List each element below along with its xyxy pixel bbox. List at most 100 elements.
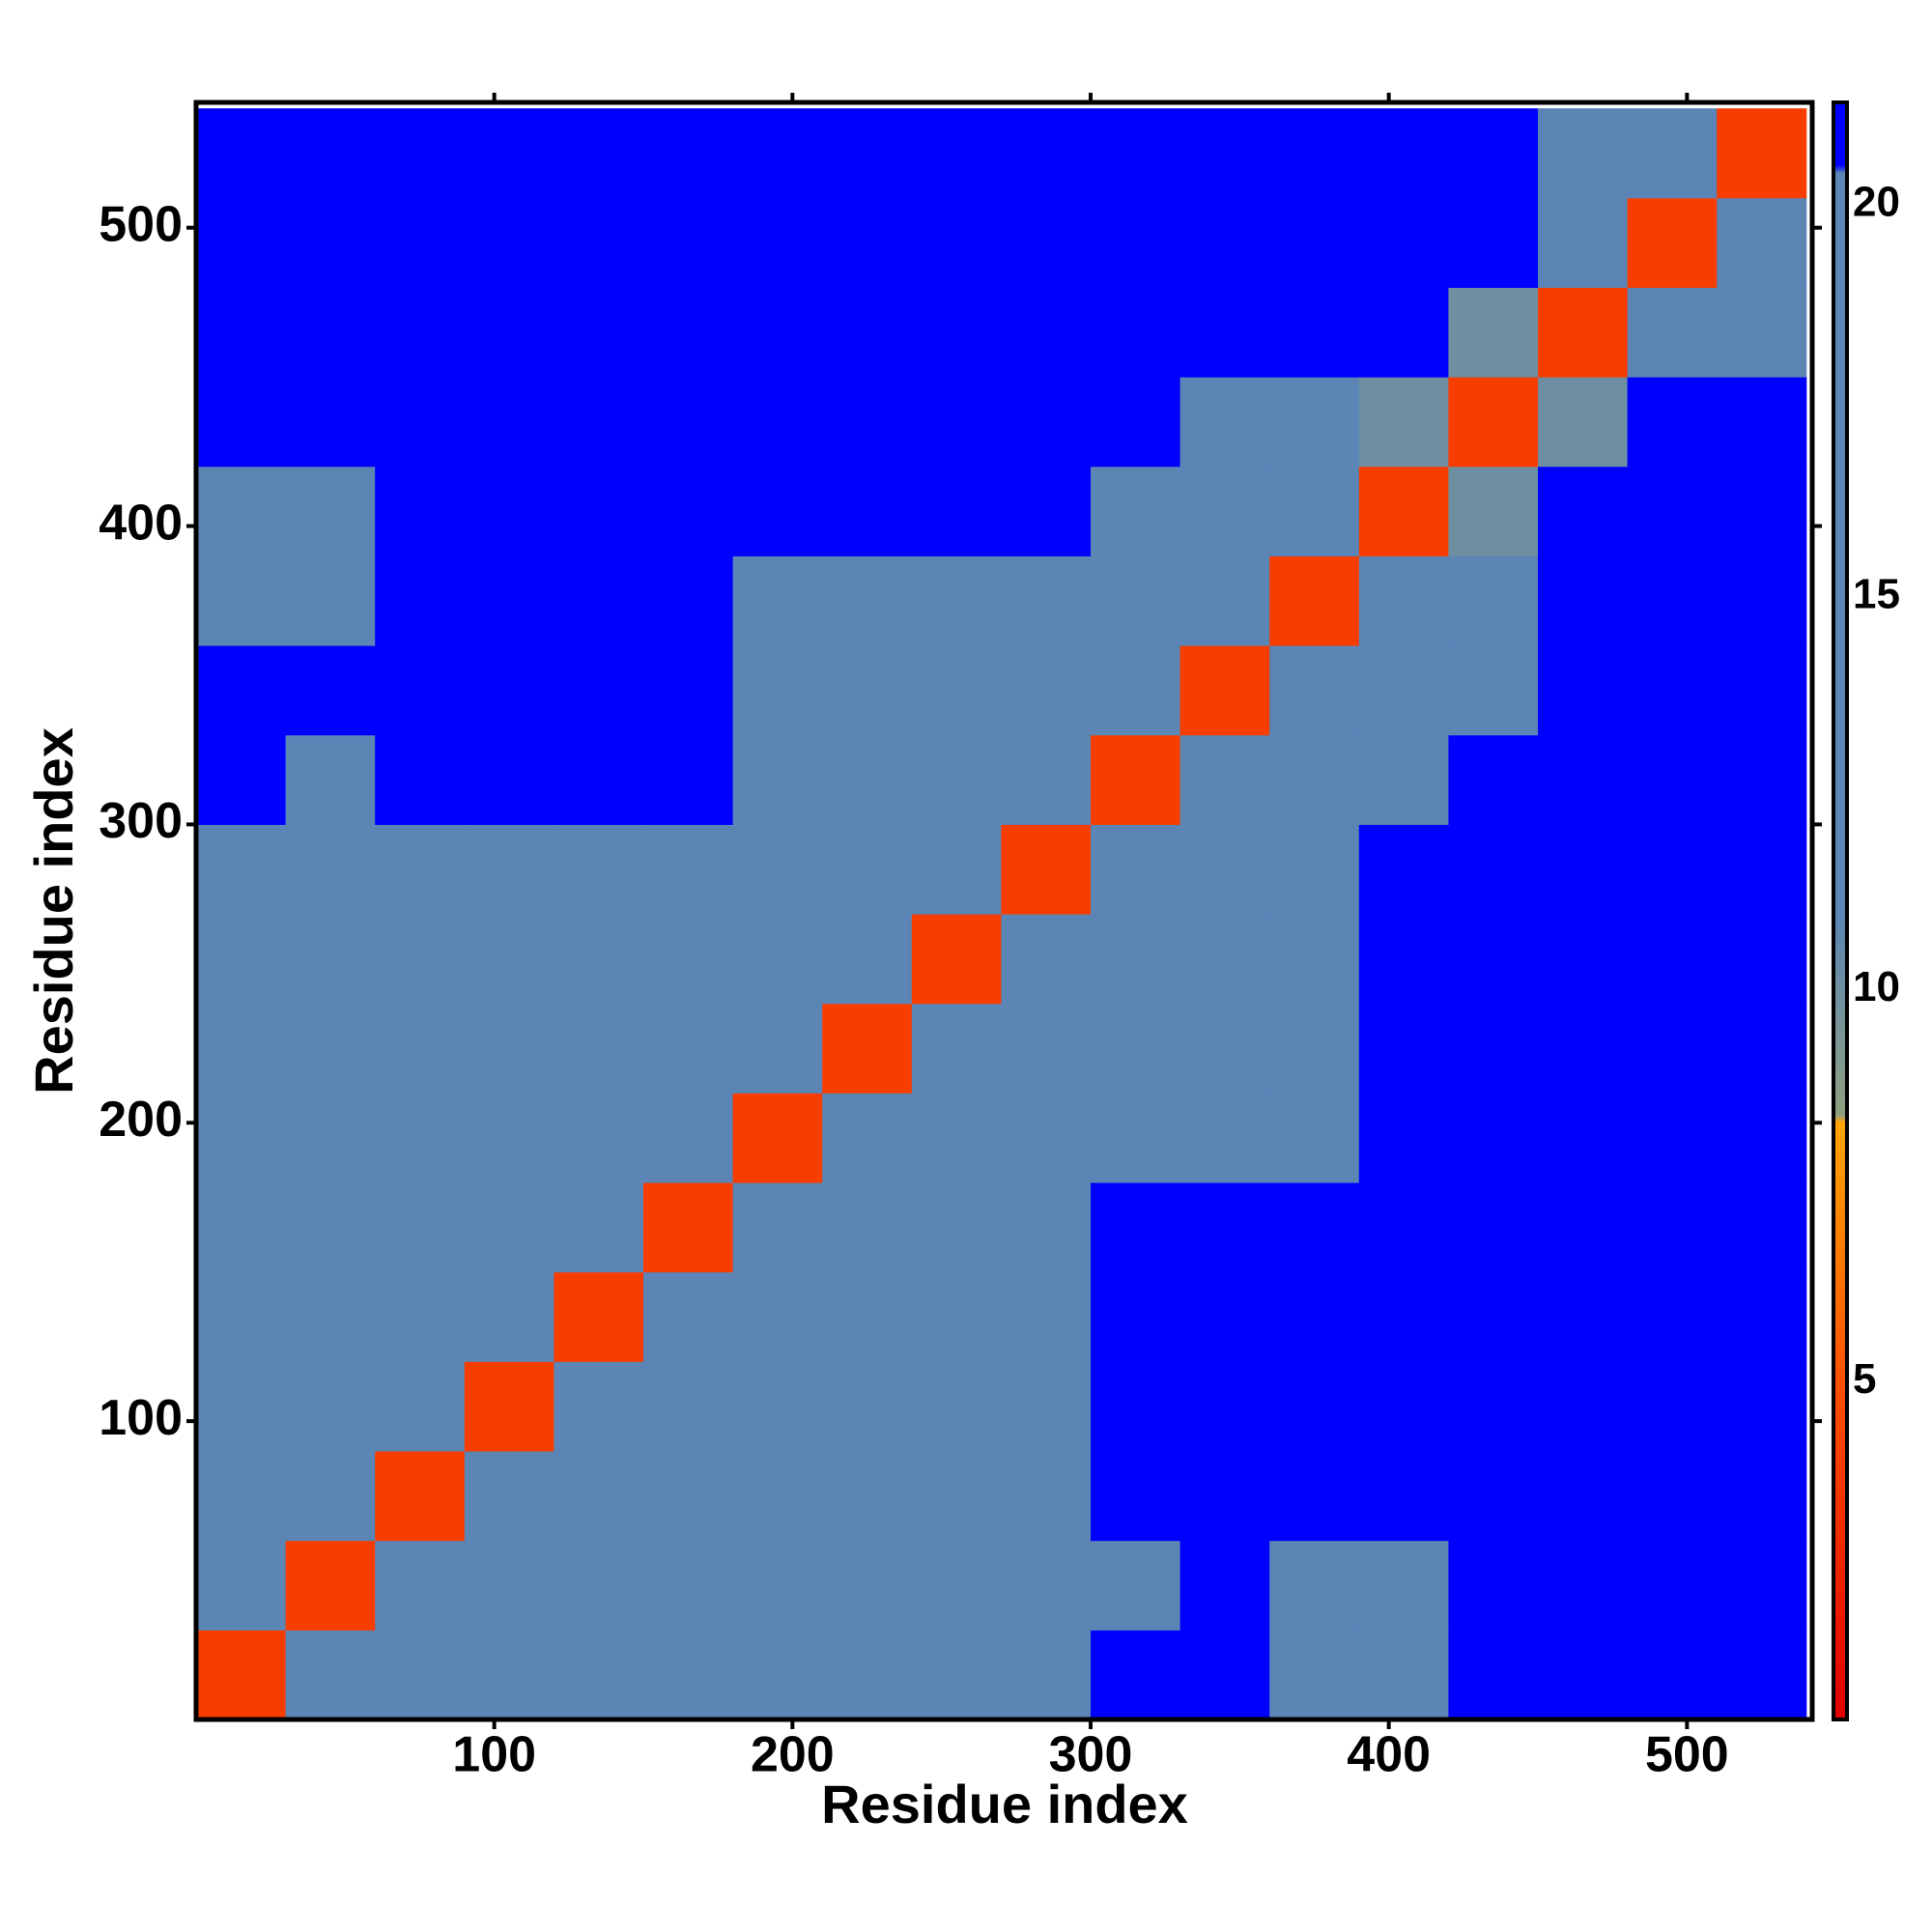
heatmap-cell — [285, 914, 376, 1005]
heatmap-cell — [1448, 287, 1539, 378]
colorbar — [1832, 100, 1849, 1721]
heatmap-cell — [554, 1271, 644, 1362]
heatmap-cell — [1627, 645, 1718, 736]
heatmap-cell — [1538, 734, 1629, 825]
x-axis-title: Residue index — [821, 1774, 1188, 1834]
heatmap-cell — [285, 824, 376, 915]
heatmap-cell — [375, 645, 466, 736]
heatmap-cell — [911, 1093, 1002, 1183]
heatmap-cell — [911, 734, 1002, 825]
heatmap-cell — [196, 197, 287, 288]
y-tick-label: 100 — [99, 1390, 183, 1446]
heatmap-cell — [1448, 914, 1539, 1005]
heatmap-cell — [1448, 197, 1539, 288]
heatmap-cell — [732, 1003, 823, 1094]
heatmap-cell — [1179, 377, 1270, 468]
heatmap-cell — [464, 1093, 554, 1183]
heatmap-cell — [1627, 1361, 1718, 1452]
heatmap-cell — [732, 914, 823, 1005]
heatmap-cell — [732, 466, 823, 556]
heatmap-cell — [196, 1003, 287, 1094]
heatmap-cell — [1001, 734, 1092, 825]
heatmap-cell — [196, 1540, 287, 1631]
heatmap-cell — [1717, 1361, 1807, 1452]
heatmap-cell — [822, 1182, 913, 1273]
heatmap-cell — [196, 1630, 287, 1720]
heatmap-cell — [643, 287, 734, 378]
heatmap-cell — [1091, 1003, 1181, 1094]
heatmap-cell — [822, 108, 913, 199]
heatmap-cell — [1627, 108, 1718, 199]
heatmap-cell — [196, 377, 287, 468]
heatmap-cell — [1717, 1003, 1807, 1094]
heatmap-cell — [1717, 1630, 1807, 1720]
heatmap-cell — [554, 1630, 644, 1720]
heatmap-cell — [911, 1361, 1002, 1452]
heatmap-cell — [285, 1630, 376, 1720]
heatmap-cell — [1717, 108, 1807, 199]
heatmap-cell — [464, 1361, 554, 1452]
heatmap-cell — [732, 555, 823, 646]
heatmap-cell — [1538, 377, 1629, 468]
heatmap-cell — [554, 914, 644, 1005]
heatmap-cell — [1717, 377, 1807, 468]
heatmap-cell — [1179, 555, 1270, 646]
heatmap-cell — [1091, 734, 1181, 825]
heatmap-cell — [375, 1093, 466, 1183]
heatmap-cell — [1538, 466, 1629, 556]
heatmap-cell — [911, 1630, 1002, 1720]
heatmap-cell — [1001, 1630, 1092, 1720]
heatmap-cell — [554, 108, 644, 199]
heatmap-cell — [643, 1630, 734, 1720]
heatmap-cell — [1091, 377, 1181, 468]
heatmap-cell — [643, 1451, 734, 1542]
heatmap-cell — [1717, 1182, 1807, 1273]
heatmap-cell — [1717, 1540, 1807, 1631]
heatmap-cell — [554, 377, 644, 468]
heatmap-cell — [1627, 1093, 1718, 1183]
heatmap-cell — [1091, 914, 1181, 1005]
heatmap-cell — [1538, 108, 1629, 199]
heatmap-cell — [1538, 1630, 1629, 1720]
heatmap-cell — [1001, 197, 1092, 288]
heatmap-cell — [1269, 824, 1360, 915]
heatmap-cell — [285, 197, 376, 288]
heatmap-cell — [375, 466, 466, 556]
heatmap-cell — [1358, 1451, 1449, 1542]
heatmap-cell — [1627, 377, 1718, 468]
heatmap-cell — [1269, 1540, 1360, 1631]
heatmap-cell — [464, 1003, 554, 1094]
heatmap-cell — [554, 1361, 644, 1452]
heatmap-cell — [464, 1630, 554, 1720]
heatmap-cell — [375, 197, 466, 288]
heatmap-cell — [1627, 287, 1718, 378]
heatmap-cell — [732, 645, 823, 736]
heatmap-cell — [1269, 1003, 1360, 1094]
heatmap-cell — [196, 1451, 287, 1542]
heatmap-cell — [554, 1003, 644, 1094]
heatmap-cell — [1358, 108, 1449, 199]
heatmap-cell — [1001, 555, 1092, 646]
heatmap-cell — [1627, 914, 1718, 1005]
heatmap-cell — [1179, 1271, 1270, 1362]
heatmap-cell — [1091, 1451, 1181, 1542]
heatmap-cell — [285, 377, 376, 468]
heatmap-cell — [911, 645, 1002, 736]
heatmap-cell — [464, 734, 554, 825]
heatmap-cell — [464, 1182, 554, 1273]
heatmap-cell — [196, 287, 287, 378]
heatmap-cell — [732, 197, 823, 288]
heatmap-cell — [822, 1630, 913, 1720]
heatmap-cell — [1179, 1630, 1270, 1720]
heatmap-cell — [911, 197, 1002, 288]
heatmap-cell — [1717, 1271, 1807, 1362]
heatmap-cell — [1001, 108, 1092, 199]
heatmap-cell — [1627, 1451, 1718, 1542]
heatmap-cell — [1358, 914, 1449, 1005]
heatmap-cell — [822, 645, 913, 736]
heatmap-cell — [1448, 377, 1539, 468]
heatmap-cell — [285, 1271, 376, 1362]
heatmap-cell — [1627, 1003, 1718, 1094]
colorbar-tick-label: 20 — [1853, 178, 1900, 225]
